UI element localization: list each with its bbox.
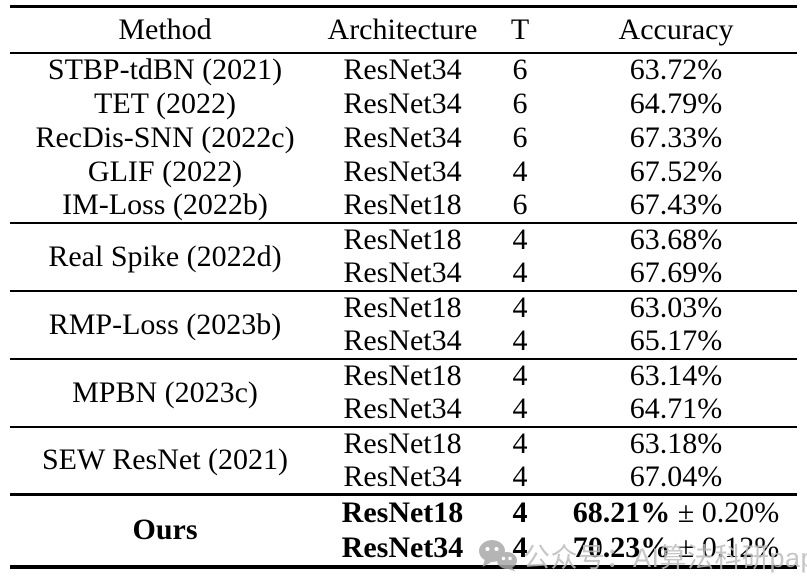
- accuracy-value: 70.23%: [572, 530, 671, 564]
- t-cell: 4: [512, 324, 528, 357]
- accuracy-cell: 67.43%: [629, 188, 723, 221]
- arch-cell: ResNet18: [343, 291, 462, 324]
- header-row: Method Architecture T Accuracy: [10, 7, 797, 53]
- accuracy-value: 68.21%: [572, 496, 671, 530]
- accuracy-cell: 63.72%: [629, 53, 723, 86]
- accuracy-cell: 65.17%: [629, 324, 723, 357]
- accuracy-cell: 63.68%: [629, 223, 723, 256]
- table-row: SEW ResNet (2021) ResNet18 4 63.18%: [10, 426, 797, 475]
- method-cell: STBP-tdBN (2021): [47, 53, 283, 86]
- arch-cell: ResNet34: [341, 530, 464, 564]
- table-row: RMP-Loss (2023b) ResNet18 4 63.03%: [10, 290, 797, 339]
- table-row: TET (2022) ResNet34 6 64.79%: [10, 87, 797, 121]
- t-cell: 6: [512, 53, 528, 86]
- t-cell: 4: [512, 359, 528, 392]
- table-row-ours: Ours ResNet18 4 68.21% ± 0.20%: [10, 494, 797, 545]
- method-cell: TET (2022): [94, 86, 236, 120]
- accuracy-cell: 67.04%: [629, 459, 723, 493]
- accuracy-cell: 63.18%: [629, 427, 723, 460]
- accuracy-cell: 67.52%: [629, 154, 723, 188]
- arch-cell: ResNet34: [343, 459, 462, 493]
- col-header-architecture: Architecture: [327, 12, 478, 46]
- accuracy-cell: 70.23% ± 0.12%: [555, 531, 797, 567]
- col-header-method: Method: [118, 12, 212, 46]
- accuracy-cell: 64.79%: [629, 86, 723, 120]
- table-row: ResNet34 4 67.04%: [10, 461, 797, 495]
- accuracy-cell: 68.21% ± 0.20%: [555, 495, 797, 531]
- t-cell: 6: [512, 120, 528, 154]
- table-row: ResNet34 4 67.69%: [10, 257, 797, 291]
- table-row: GLIF (2022) ResNet34 4 67.52%: [10, 155, 797, 189]
- accuracy-stddev: ± 0.12%: [677, 530, 780, 564]
- results-table: Method Architecture T Accuracy STBP-tdBN…: [10, 5, 797, 569]
- t-cell: 6: [512, 86, 528, 120]
- arch-cell: ResNet18: [341, 496, 464, 530]
- arch-cell: ResNet18: [343, 223, 462, 256]
- method-cell: RMP-Loss (2023b): [48, 307, 282, 341]
- arch-cell: ResNet34: [343, 53, 462, 86]
- table-row-ours: ResNet34 4 70.23% ± 0.12%: [10, 531, 797, 567]
- t-cell: 4: [512, 459, 528, 493]
- table-row: ResNet34 4 64.71%: [10, 393, 797, 427]
- wechat-icon: [479, 540, 517, 572]
- method-cell: Real Spike (2022d): [48, 239, 282, 273]
- arch-cell: ResNet18: [343, 359, 462, 392]
- table-row: IM-Loss (2022b) ResNet18 6 67.43%: [10, 189, 797, 223]
- t-cell: 4: [512, 530, 528, 564]
- t-cell: 4: [512, 496, 528, 530]
- method-cell: IM-Loss (2022b): [62, 188, 268, 221]
- arch-cell: ResNet34: [343, 392, 462, 425]
- arch-cell: ResNet34: [343, 154, 462, 188]
- method-cell: Ours: [132, 513, 198, 547]
- t-cell: 4: [512, 256, 528, 289]
- table-row: Real Spike (2022d) ResNet18 4 63.68%: [10, 222, 797, 271]
- method-cell: MPBN (2023c): [72, 375, 258, 409]
- table-row: MPBN (2023c) ResNet18 4 63.14%: [10, 358, 797, 407]
- accuracy-cell: 67.33%: [629, 120, 723, 154]
- t-cell: 4: [512, 427, 528, 460]
- method-cell: SEW ResNet (2021): [41, 443, 289, 477]
- t-cell: 4: [512, 223, 528, 256]
- accuracy-cell: 63.14%: [629, 359, 723, 392]
- accuracy-cell: 63.03%: [629, 291, 723, 324]
- arch-cell: ResNet34: [343, 120, 462, 154]
- table-row: STBP-tdBN (2021) ResNet34 6 63.72%: [10, 52, 797, 87]
- arch-cell: ResNet34: [343, 256, 462, 289]
- accuracy-cell: 64.71%: [629, 392, 723, 425]
- watermark-text: 公众号：AI算法科研paper: [523, 543, 807, 573]
- arch-cell: ResNet34: [343, 324, 462, 357]
- accuracy-stddev: ± 0.20%: [677, 496, 780, 530]
- table-row: ResNet34 4 65.17%: [10, 325, 797, 359]
- t-cell: 6: [512, 188, 528, 221]
- t-cell: 4: [512, 291, 528, 324]
- arch-cell: ResNet18: [343, 427, 462, 460]
- watermark: 公众号：AI算法科研paper: [478, 536, 807, 575]
- method-cell: RecDis-SNN (2022c): [35, 120, 295, 154]
- col-header-t: T: [510, 12, 530, 46]
- col-header-accuracy: Accuracy: [618, 12, 734, 46]
- t-cell: 4: [512, 154, 528, 188]
- method-cell: GLIF (2022): [87, 154, 243, 188]
- arch-cell: ResNet18: [343, 188, 462, 221]
- t-cell: 4: [512, 392, 528, 425]
- table-row: RecDis-SNN (2022c) ResNet34 6 67.33%: [10, 121, 797, 155]
- accuracy-cell: 67.69%: [629, 256, 723, 289]
- arch-cell: ResNet34: [343, 86, 462, 120]
